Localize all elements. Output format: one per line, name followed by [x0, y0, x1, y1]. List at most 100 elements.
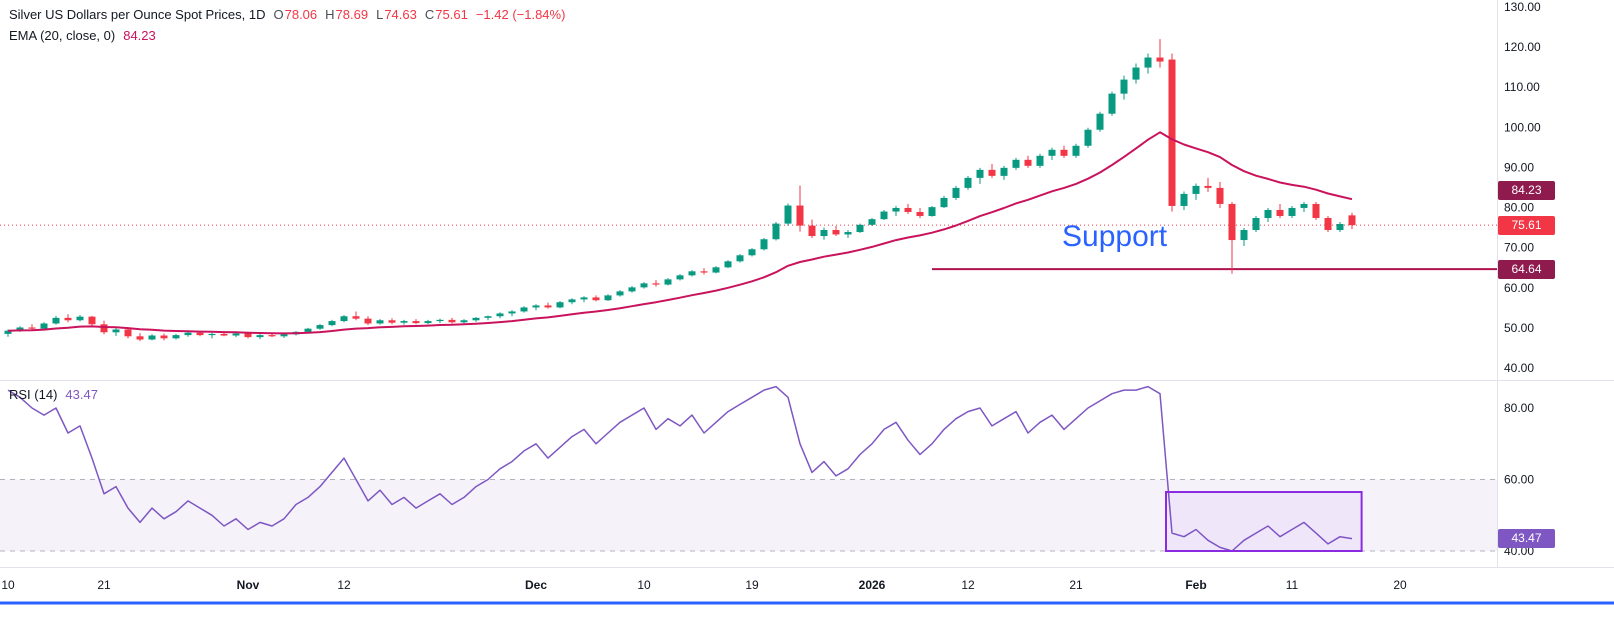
rsi-line[interactable]	[7, 385, 1353, 552]
candle[interactable]	[964, 177, 972, 188]
candle[interactable]	[1204, 185, 1212, 188]
candle[interactable]	[880, 211, 888, 220]
candle[interactable]	[868, 219, 876, 225]
candle[interactable]	[604, 295, 612, 301]
candle[interactable]	[1216, 187, 1224, 204]
candle[interactable]	[1048, 149, 1056, 156]
candle[interactable]	[1240, 230, 1248, 241]
candle[interactable]	[412, 321, 420, 324]
rsi-drawing-box[interactable]	[1165, 491, 1363, 553]
candle[interactable]	[628, 287, 636, 292]
candle[interactable]	[832, 230, 840, 235]
candle[interactable]	[904, 207, 912, 212]
candle[interactable]	[748, 249, 756, 256]
candle[interactable]	[460, 320, 468, 323]
candle[interactable]	[508, 311, 516, 314]
candle[interactable]	[340, 316, 348, 322]
time-axis-label[interactable]: 12	[961, 578, 975, 592]
candle[interactable]	[316, 325, 324, 329]
candle[interactable]	[1300, 203, 1308, 208]
candle[interactable]	[256, 335, 264, 338]
rsi-indicator-label[interactable]: RSI (14)	[9, 387, 58, 402]
candle[interactable]	[16, 327, 24, 331]
candle[interactable]	[544, 305, 552, 308]
candle[interactable]	[160, 335, 168, 339]
candle[interactable]	[244, 333, 252, 338]
support-annotation[interactable]: Support	[1062, 220, 1168, 253]
candle[interactable]	[796, 205, 804, 226]
candle[interactable]	[436, 319, 444, 322]
time-axis-label[interactable]: Nov	[237, 578, 260, 592]
candle[interactable]	[1276, 209, 1284, 216]
candle[interactable]	[4, 330, 12, 334]
candle[interactable]	[1024, 159, 1032, 166]
candle[interactable]	[76, 316, 84, 321]
candle[interactable]	[784, 205, 792, 224]
candle[interactable]	[820, 230, 828, 237]
candle[interactable]	[40, 323, 48, 329]
candle[interactable]	[424, 321, 432, 324]
candle[interactable]	[136, 336, 144, 340]
candle[interactable]	[1120, 79, 1128, 94]
candle[interactable]	[580, 297, 588, 300]
candle[interactable]	[1168, 59, 1176, 206]
time-axis-label[interactable]: 21	[1069, 578, 1083, 592]
candle[interactable]	[736, 255, 744, 262]
candle[interactable]	[1336, 224, 1344, 231]
candle[interactable]	[1144, 57, 1152, 68]
time-axis-label[interactable]: Feb	[1185, 578, 1206, 592]
candle[interactable]	[484, 316, 492, 318]
candle[interactable]	[364, 318, 372, 324]
time-axis-label[interactable]: 2026	[859, 578, 886, 592]
candle[interactable]	[520, 307, 528, 312]
candle[interactable]	[916, 211, 924, 216]
candle[interactable]	[976, 169, 984, 178]
candle[interactable]	[280, 334, 288, 337]
time-axis-label[interactable]: Dec	[525, 578, 547, 592]
candle[interactable]	[1084, 129, 1092, 146]
candle[interactable]	[472, 317, 480, 321]
candle[interactable]	[952, 187, 960, 198]
candle[interactable]	[676, 275, 684, 280]
candle[interactable]	[1000, 167, 1008, 176]
candle[interactable]	[592, 297, 600, 301]
candle[interactable]	[712, 267, 720, 273]
candle[interactable]	[940, 197, 948, 208]
candle[interactable]	[1324, 217, 1332, 231]
candle[interactable]	[1096, 113, 1104, 130]
ema-line[interactable]	[7, 131, 1353, 335]
candle[interactable]	[232, 333, 240, 336]
candle[interactable]	[448, 319, 456, 323]
candle[interactable]	[688, 271, 696, 276]
candle[interactable]	[1156, 57, 1164, 62]
candle[interactable]	[844, 232, 852, 235]
candle[interactable]	[640, 283, 648, 288]
candle[interactable]	[304, 328, 312, 332]
time-axis-label[interactable]: 11	[1286, 578, 1299, 592]
candle[interactable]	[184, 332, 192, 336]
candle[interactable]	[352, 316, 360, 319]
candle[interactable]	[760, 239, 768, 250]
candle[interactable]	[772, 223, 780, 240]
candle[interactable]	[100, 324, 108, 333]
candle[interactable]	[568, 299, 576, 303]
time-axis-label[interactable]: 19	[745, 578, 759, 592]
candle[interactable]	[388, 320, 396, 323]
candle[interactable]	[988, 169, 996, 176]
candle[interactable]	[1132, 67, 1140, 80]
candle[interactable]	[496, 313, 504, 317]
candle[interactable]	[616, 291, 624, 296]
time-axis-label[interactable]: 20	[1393, 578, 1407, 592]
candle[interactable]	[124, 329, 132, 337]
candle[interactable]	[1012, 159, 1020, 168]
candle[interactable]	[112, 329, 120, 333]
candle[interactable]	[400, 321, 408, 323]
time-axis-label[interactable]: 12	[337, 578, 351, 592]
candle[interactable]	[196, 332, 204, 336]
time-axis-label[interactable]: 10	[637, 578, 651, 592]
candle[interactable]	[700, 271, 708, 273]
candle[interactable]	[268, 335, 276, 337]
candle[interactable]	[1312, 203, 1320, 218]
candle[interactable]	[556, 302, 564, 308]
